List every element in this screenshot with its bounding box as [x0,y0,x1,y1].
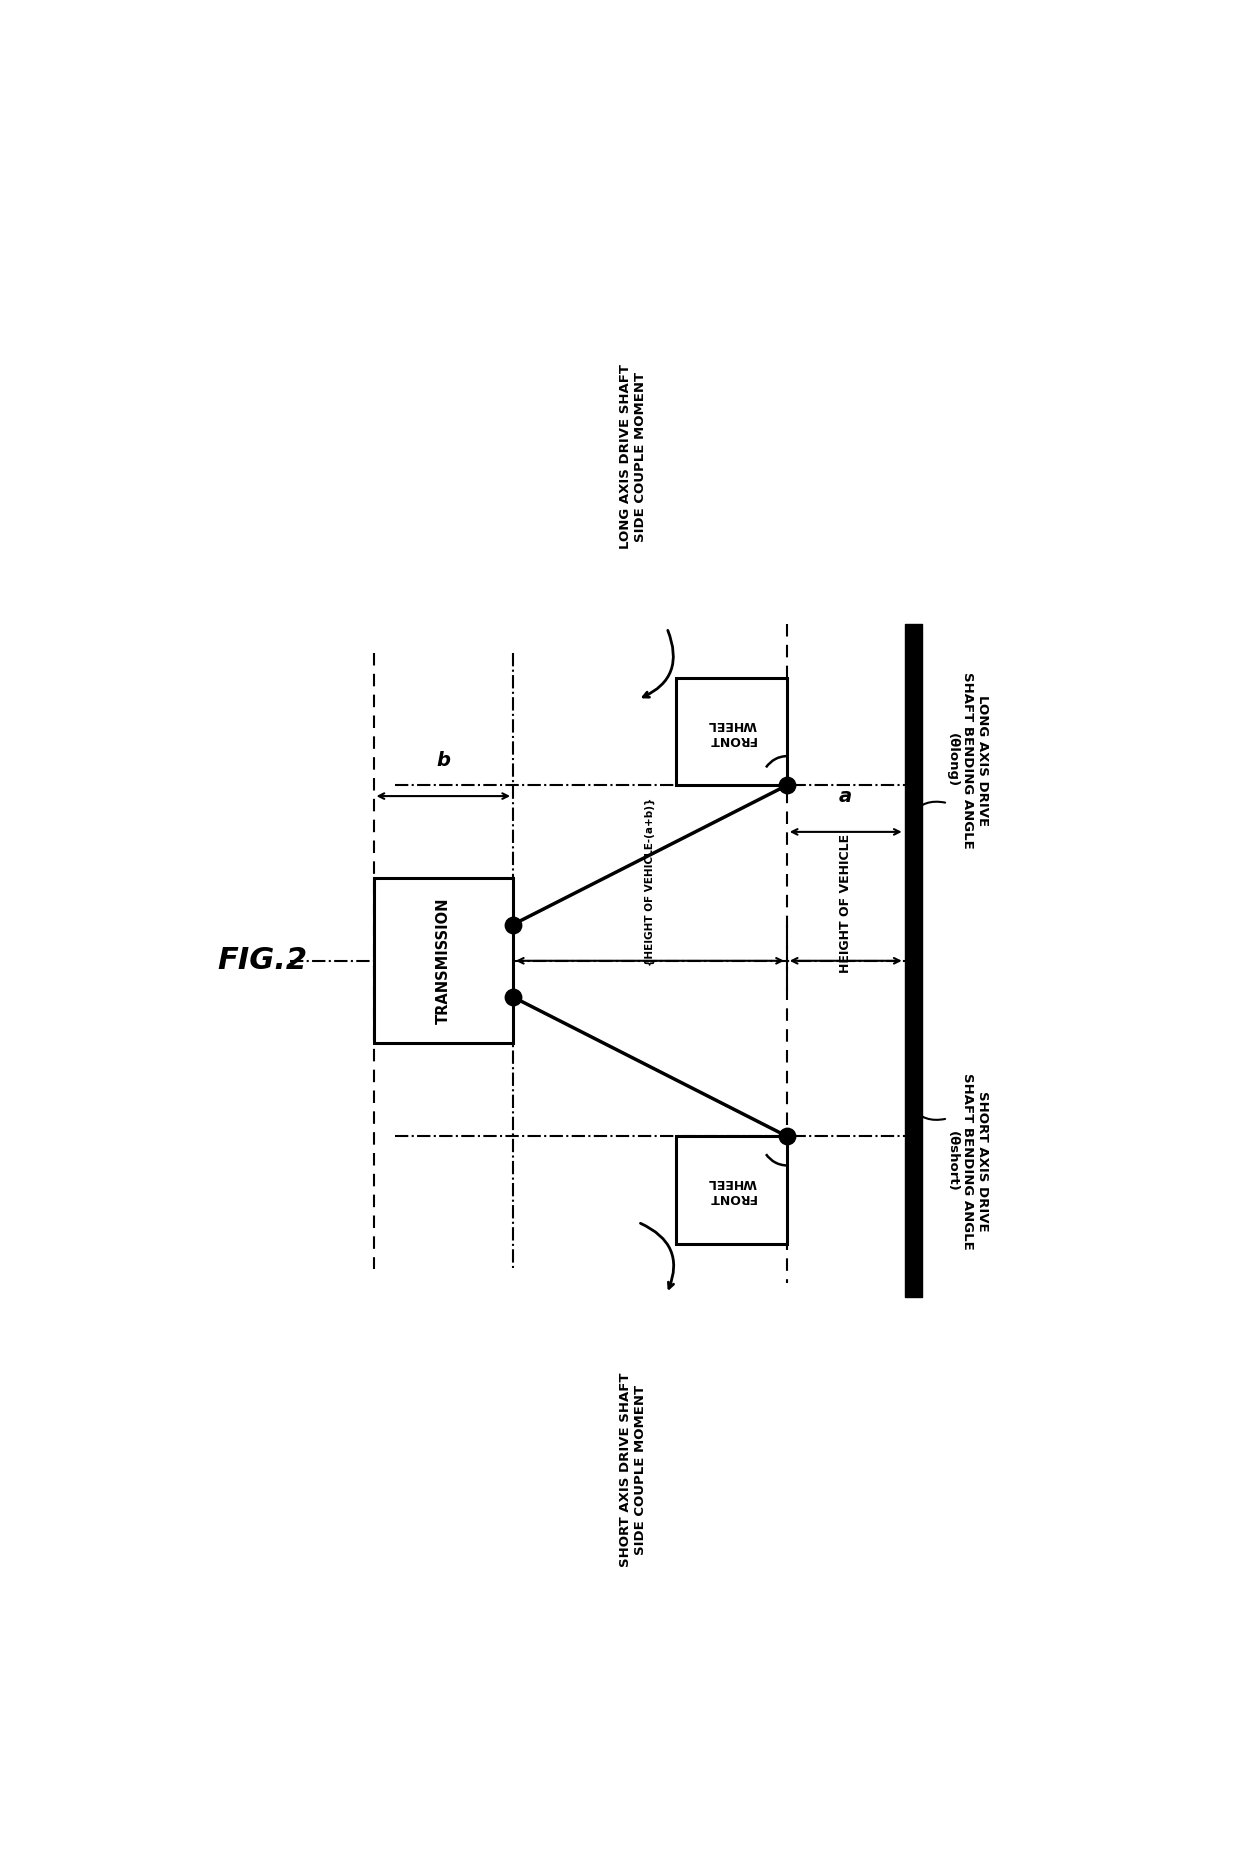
Point [503,910,523,939]
Text: HEIGHT OF VEHICLE: HEIGHT OF VEHICLE [839,833,852,973]
Text: a: a [839,787,852,805]
Text: FRONT
WHEEL: FRONT WHEEL [707,1176,756,1203]
Text: TRANSMISSION: TRANSMISSION [435,898,451,1025]
Text: LONG AXIS DRIVE
SHAFT BENDING ANGLE
(θlong): LONG AXIS DRIVE SHAFT BENDING ANGLE (θlo… [946,671,988,848]
Text: LONG AXIS DRIVE SHAFT
SIDE COUPLE MOMENT: LONG AXIS DRIVE SHAFT SIDE COUPLE MOMENT [619,365,647,549]
Bar [676,677,787,785]
Bar [676,1136,787,1244]
Point [503,982,523,1012]
Text: FIG.2: FIG.2 [217,947,308,975]
Text: {HEIGHT OF VEHICLE-(a+b)}: {HEIGHT OF VEHICLE-(a+b)} [645,798,655,965]
Text: FRONT
WHEEL: FRONT WHEEL [707,718,756,746]
Point [777,1122,797,1151]
Bar [373,878,513,1043]
Text: b: b [436,751,450,770]
Text: SHORT AXIS DRIVE SHAFT
SIDE COUPLE MOMENT: SHORT AXIS DRIVE SHAFT SIDE COUPLE MOMEN… [619,1373,647,1566]
Text: SHORT AXIS DRIVE
SHAFT BENDING ANGLE
(θshort): SHORT AXIS DRIVE SHAFT BENDING ANGLE (θs… [946,1073,988,1250]
Point [777,770,797,800]
